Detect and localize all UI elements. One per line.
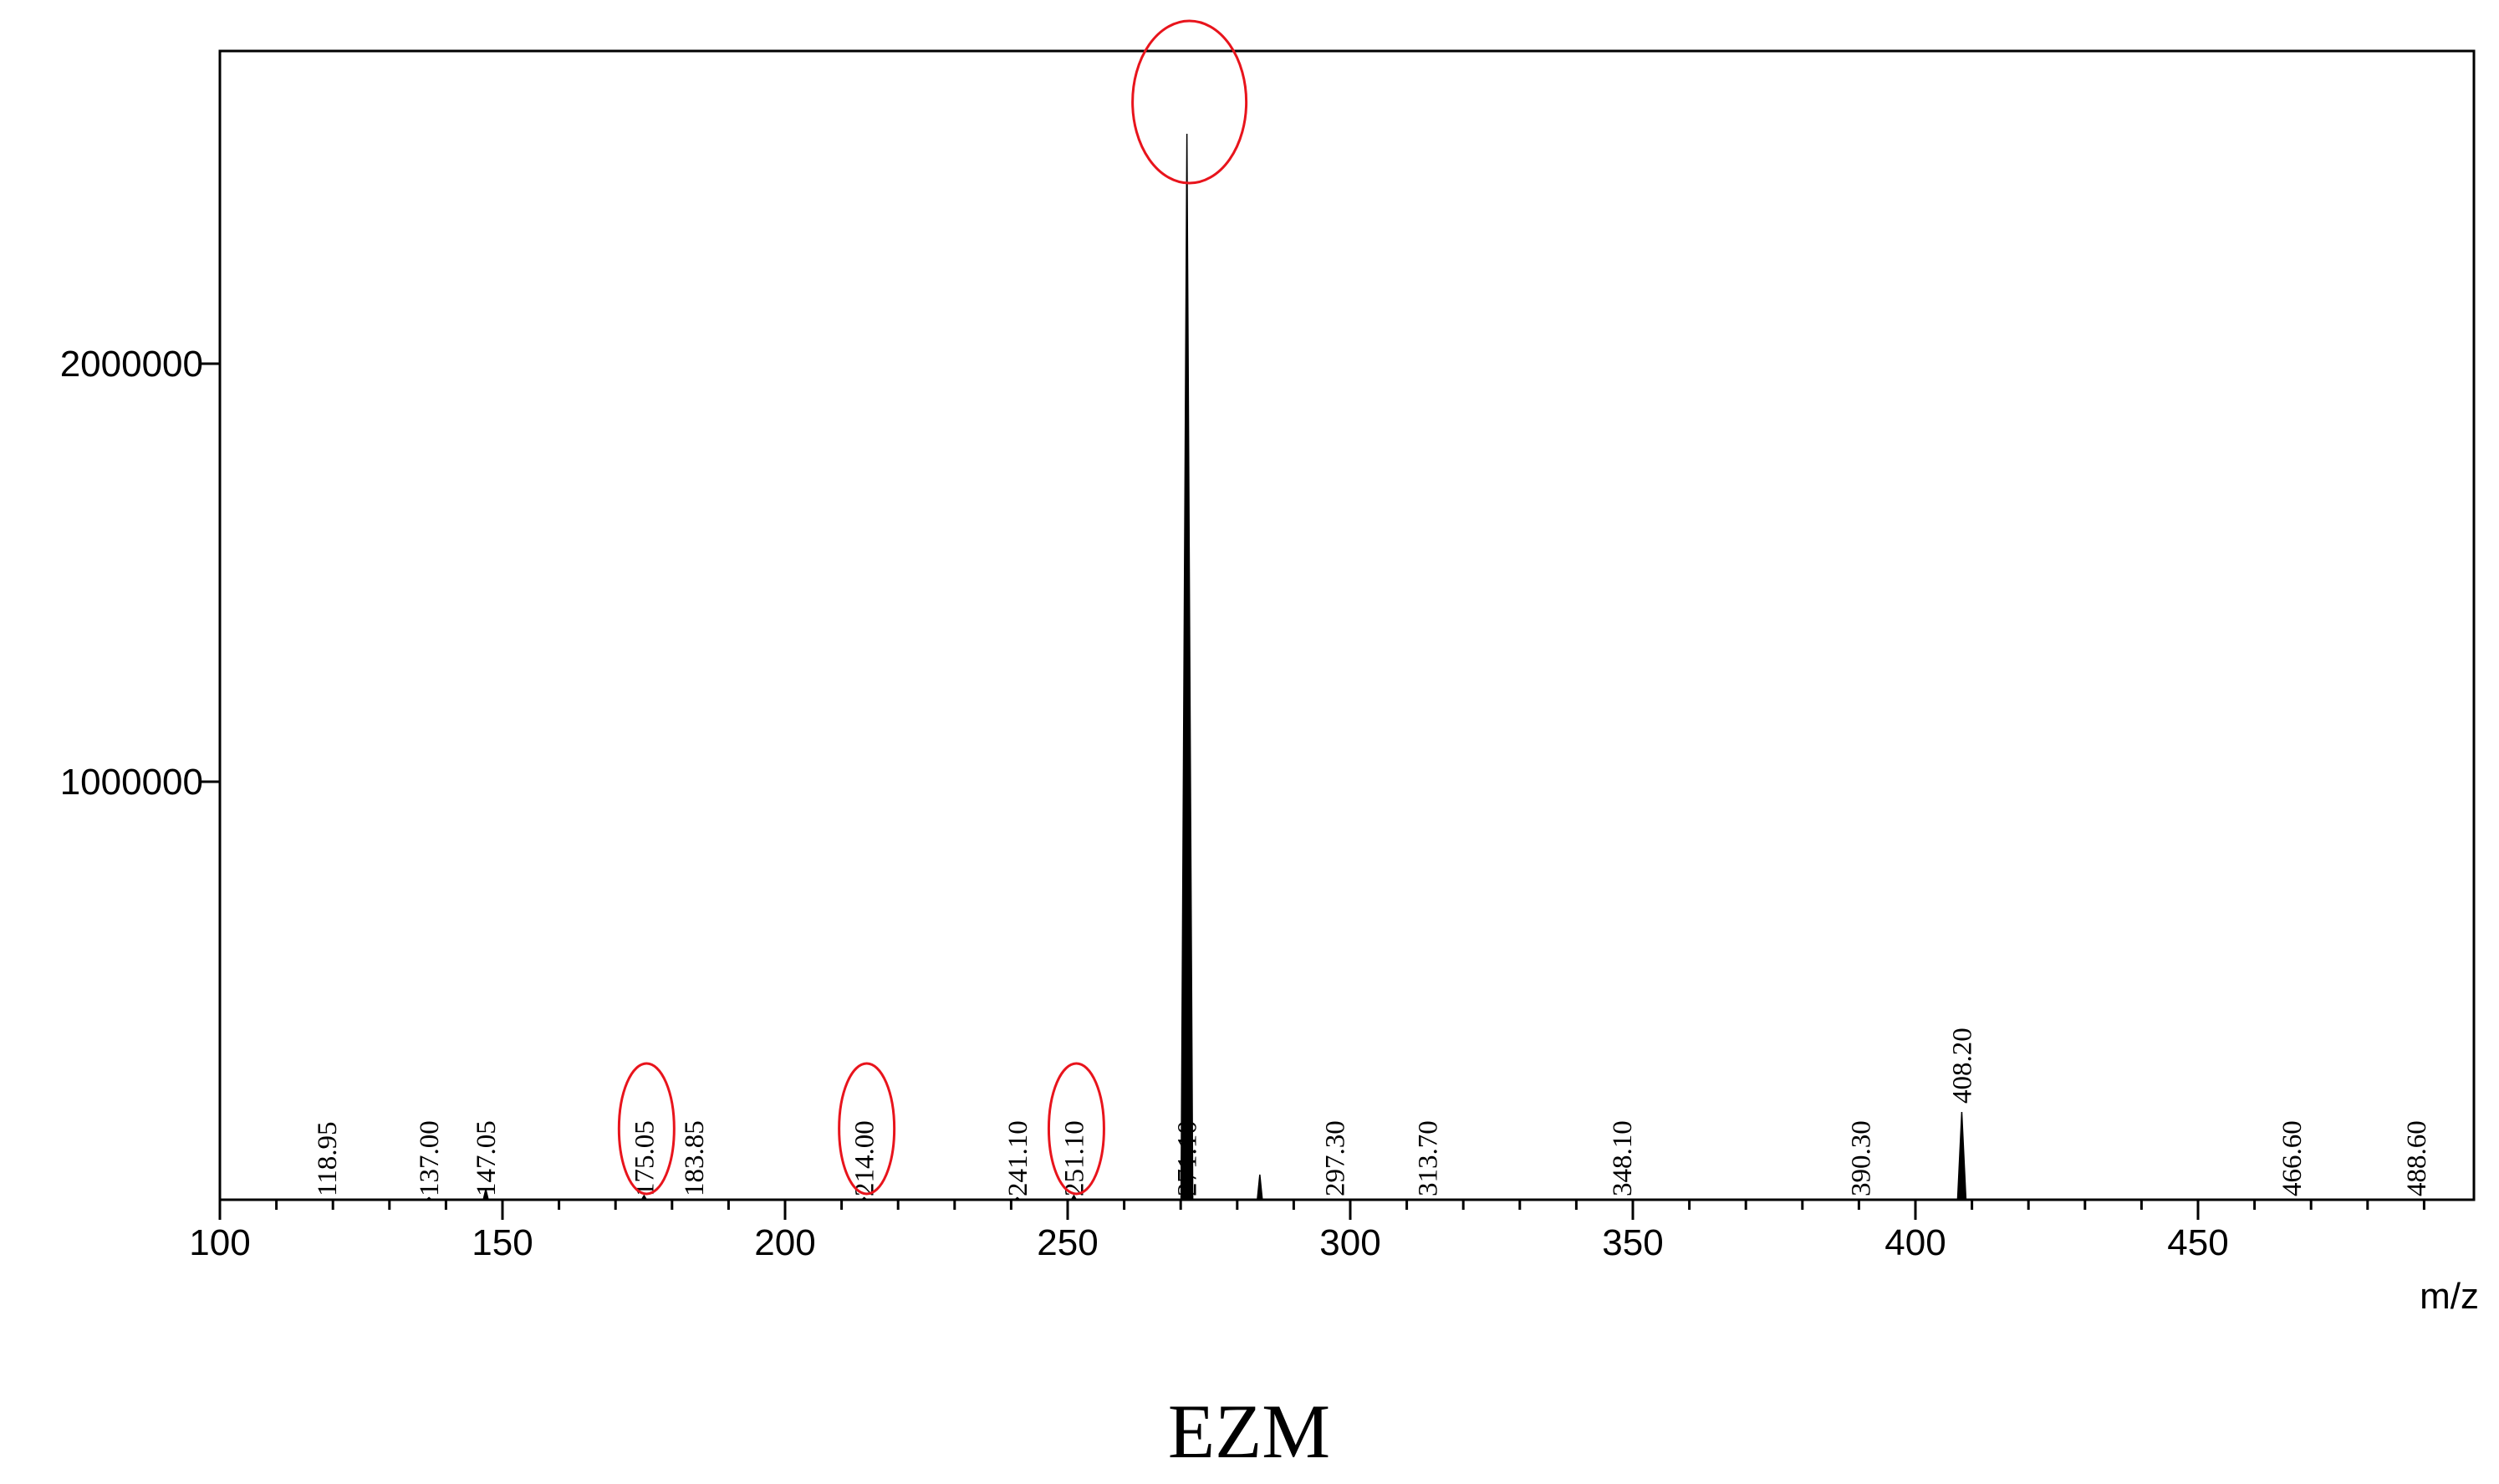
highlight-ellipse xyxy=(1047,1062,1105,1196)
highlight-ellipse xyxy=(617,1062,676,1196)
peak-label: 118.95 xyxy=(313,1121,343,1196)
x-axis-label: m/z xyxy=(2420,1276,2479,1317)
x-tick-label: 400 xyxy=(1884,1222,1946,1263)
highlight-ellipse xyxy=(838,1062,896,1196)
peak-label: 313.70 xyxy=(1414,1120,1444,1196)
peak-label: 175.05 xyxy=(630,1120,660,1196)
peak-label: 390.30 xyxy=(1846,1120,1876,1196)
highlight-ellipse xyxy=(1131,19,1248,185)
spectrum-peak xyxy=(425,1196,434,1201)
spectrum-peak xyxy=(859,1196,869,1201)
peak-label: 251.10 xyxy=(1059,1120,1089,1196)
peak-label: 137.00 xyxy=(415,1120,445,1196)
peak-label: 214.00 xyxy=(850,1120,880,1196)
spectrum-peak xyxy=(1257,1174,1263,1201)
x-tick-label: 100 xyxy=(189,1222,250,1263)
peak-label: 183.85 xyxy=(680,1120,710,1196)
x-tick-label: 450 xyxy=(2167,1222,2228,1263)
peak-label: 271.10 xyxy=(1173,1120,1203,1196)
peak-label: 488.60 xyxy=(2402,1120,2432,1196)
figure-caption: EZM xyxy=(1168,1389,1330,1474)
y-tick-label: 2000000 xyxy=(60,344,203,385)
spectrum-peak xyxy=(482,1189,490,1201)
peak-labels: 118.95 137.00 147.05 175.05 183.85 214.00 241.… xyxy=(313,1028,2432,1196)
spectrum-peak xyxy=(640,1194,648,1201)
peak-label: 147.05 xyxy=(472,1120,502,1196)
highlight-ellipses xyxy=(617,19,1248,1196)
peak-label: 241.10 xyxy=(1003,1120,1033,1196)
spectrum-peaks xyxy=(425,133,1967,1201)
peak-label: 466.60 xyxy=(2277,1120,2308,1196)
x-tick-label: 350 xyxy=(1602,1222,1663,1263)
spectrum-peak xyxy=(1070,1194,1078,1201)
spectrum-peak xyxy=(1012,1196,1022,1201)
x-axis-minor-ticks xyxy=(275,1200,2425,1210)
spectrum-peak xyxy=(1180,133,1194,1201)
x-tick-label: 250 xyxy=(1037,1222,1098,1263)
y-tick-label: 1000000 xyxy=(60,762,203,803)
peak-label: 408.20 xyxy=(1947,1028,1977,1104)
peak-label: 297.30 xyxy=(1321,1120,1351,1196)
spectrum-peak xyxy=(1956,1111,1967,1201)
x-tick-label: 200 xyxy=(754,1222,815,1263)
x-tick-label: 150 xyxy=(472,1222,533,1263)
plot-frame xyxy=(218,49,2476,1201)
peak-label: 348.10 xyxy=(1608,1120,1638,1196)
x-tick-label: 300 xyxy=(1319,1222,1380,1263)
x-axis-ticks: 100 150 200 250 300 350 400 450 xyxy=(189,1200,2229,1263)
y-axis-ticks: 1000000 2000000 xyxy=(60,344,220,803)
